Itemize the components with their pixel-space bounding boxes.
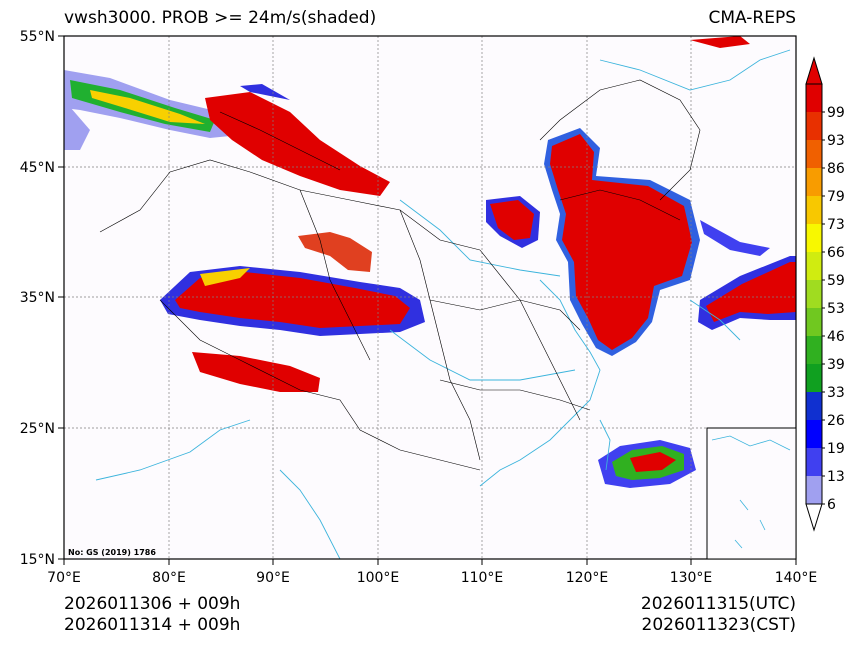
probability-shading xyxy=(64,36,796,488)
lon-label: 70°E xyxy=(47,570,81,586)
init-time-cst: 2026011314 + 009h xyxy=(64,615,241,635)
colorbar-level-label: 39 xyxy=(827,357,845,373)
colorbar-level-label: 99 xyxy=(827,105,845,121)
longitude-labels: 70°E 80°E 90°E 100°E 110°E 120°E 130°E 1… xyxy=(47,570,817,586)
lon-label: 80°E xyxy=(152,570,186,586)
colorbar-level-label: 46 xyxy=(827,329,845,345)
colorbar-min-extend xyxy=(805,503,823,532)
latitude-labels: 55°N 45°N 35°N 25°N 15°N xyxy=(20,29,55,568)
axis-ticks xyxy=(58,35,797,565)
colorbar-level-label: 66 xyxy=(827,245,845,261)
colorbar-segment xyxy=(806,420,822,448)
colorbar-segment xyxy=(806,252,822,280)
colorbar-segment xyxy=(806,308,822,336)
valid-time-utc: 2026011315(UTC) xyxy=(640,594,796,614)
lon-label: 130°E xyxy=(670,570,713,586)
valid-time-block: 2026011315(UTC) 2026011323(CST) xyxy=(641,594,796,636)
map-review-number: No: GS (2019) 1786 xyxy=(68,548,156,557)
lon-label: 120°E xyxy=(566,570,609,586)
lon-label: 90°E xyxy=(256,570,290,586)
colorbar-segment xyxy=(806,392,822,420)
colorbar-segment xyxy=(806,364,822,392)
colorbar-segment xyxy=(806,140,822,168)
colorbar-level-label: 19 xyxy=(827,441,845,457)
colorbar-level-label: 93 xyxy=(827,133,845,149)
valid-time-cst: 2026011323(CST) xyxy=(641,615,796,635)
model-name: CMA-REPS xyxy=(708,8,796,28)
lat-label: 35°N xyxy=(20,290,55,306)
lat-label: 25°N xyxy=(20,421,55,437)
colorbar-level-label: 59 xyxy=(827,273,845,289)
colorbar-segment xyxy=(806,280,822,308)
lon-label: 110°E xyxy=(461,570,504,586)
colorbar-segment xyxy=(806,224,822,252)
colorbar-segment xyxy=(806,448,822,476)
lat-label: 55°N xyxy=(20,29,55,45)
map-title: vwsh3000. PROB >= 24m/s(shaded) xyxy=(64,8,377,28)
colorbar-max-extend xyxy=(805,56,823,85)
colorbar-level-label: 73 xyxy=(827,217,845,233)
init-time-block: 2026011306 + 009h 2026011314 + 009h xyxy=(64,594,240,636)
colorbar: 6 13 19 26 33 39 46 53 59 66 73 79 86 93 99 xyxy=(805,56,845,532)
init-time-utc: 2026011306 + 009h xyxy=(64,594,241,614)
graticule xyxy=(64,36,796,559)
colorbar-segment xyxy=(806,112,822,140)
colorbar-level-label: 33 xyxy=(827,385,845,401)
province-borders xyxy=(99,79,701,471)
colorbar-level-label: 26 xyxy=(827,413,845,429)
colorbar-segment xyxy=(806,196,822,224)
colorbar-level-label: 13 xyxy=(827,469,845,485)
south-china-sea-inset xyxy=(706,427,797,560)
lon-label: 100°E xyxy=(357,570,400,586)
colorbar-level-label: 6 xyxy=(827,497,836,513)
lon-label: 140°E xyxy=(775,570,818,586)
colorbar-segment xyxy=(806,336,822,364)
colorbar-segment xyxy=(806,84,822,112)
lat-label: 15°N xyxy=(20,552,55,568)
lat-label: 45°N xyxy=(20,160,55,176)
colorbar-level-label: 79 xyxy=(827,189,845,205)
colorbar-level-label: 86 xyxy=(827,161,845,177)
colorbar-segment xyxy=(806,168,822,196)
colorbar-segment xyxy=(806,476,822,504)
colorbar-frame xyxy=(805,83,823,505)
colorbar-level-label: 53 xyxy=(827,301,845,317)
